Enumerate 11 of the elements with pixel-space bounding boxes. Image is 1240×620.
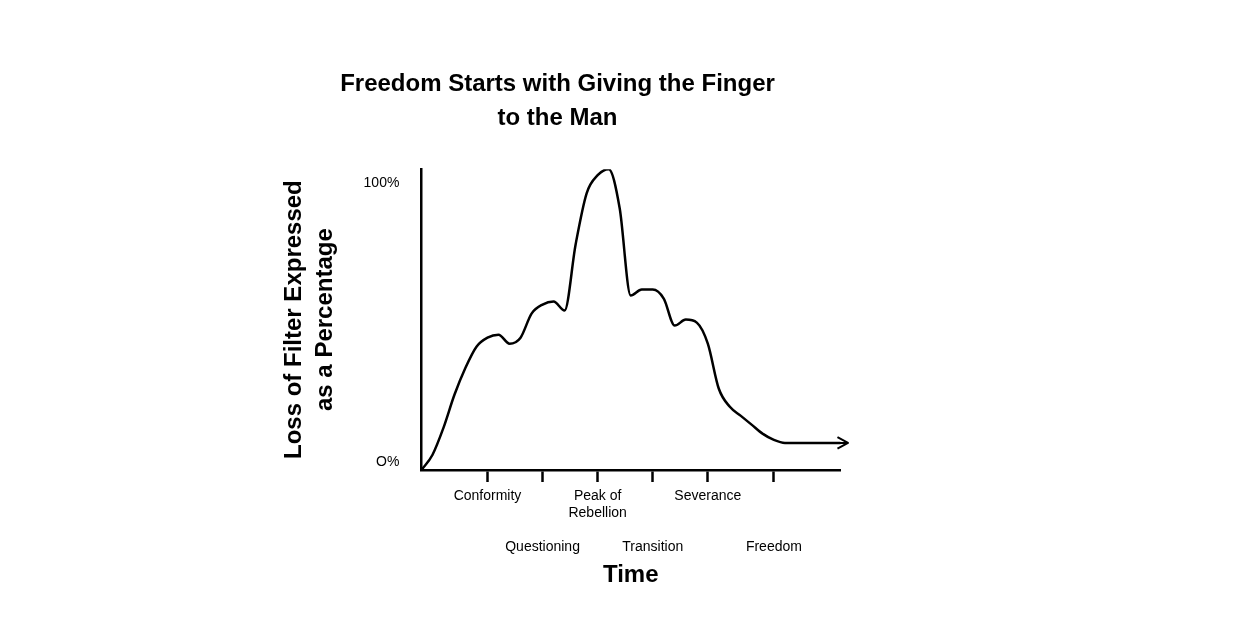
text: 100% bbox=[363, 174, 400, 191]
y-axis-title: Loss of Filter Expressed as a Percentage bbox=[279, 180, 338, 459]
x-tick-label: Peak of Rebellion bbox=[568, 487, 627, 521]
x-tick-label: Conformity bbox=[453, 487, 522, 504]
x-tick-label: Transition bbox=[622, 537, 684, 554]
text: O% bbox=[376, 452, 400, 469]
x-axis-title: Time bbox=[602, 560, 659, 588]
x-tick-label: Questioning bbox=[505, 537, 580, 554]
x-tick-label: Severance bbox=[674, 487, 742, 504]
chart-title: Freedom Starts with Giving the Finger to the Man bbox=[340, 69, 775, 131]
x-tick-label: Freedom bbox=[745, 537, 802, 554]
